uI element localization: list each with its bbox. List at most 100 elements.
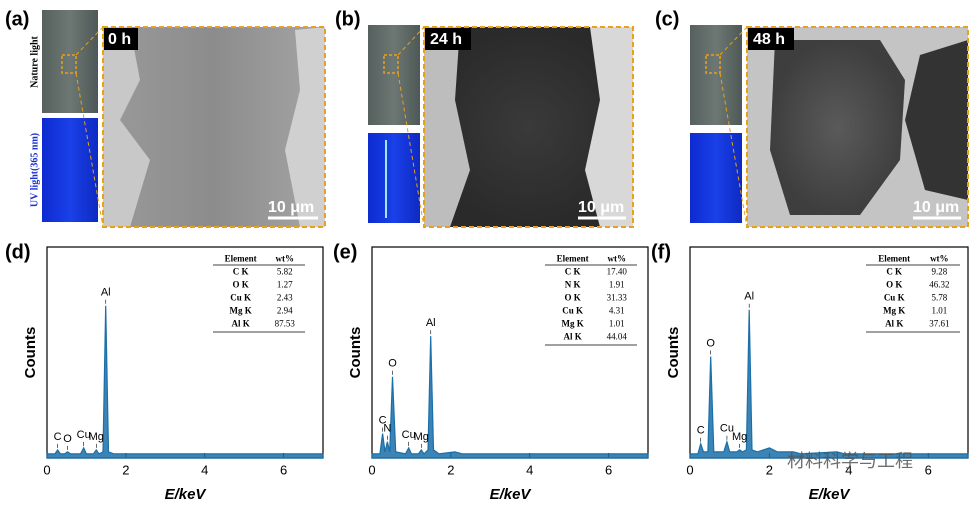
- peak-label: O: [63, 433, 72, 445]
- spectrum: [371, 336, 649, 459]
- sem-texture: [770, 40, 905, 215]
- panel-label: (c): [655, 8, 679, 30]
- x-axis-label: E/keV: [809, 486, 852, 503]
- peak-label: Cu: [402, 429, 416, 441]
- sem-texture: [424, 27, 470, 227]
- time-label: 24 h: [430, 31, 462, 48]
- table-cell: C K: [886, 267, 902, 277]
- peak-label: Al: [101, 287, 111, 299]
- panel-label: (f): [651, 241, 671, 263]
- table-header: wt%: [608, 254, 627, 264]
- table-cell: 2.43: [277, 293, 293, 303]
- x-tick-label: 4: [526, 462, 533, 477]
- table-header: wt%: [930, 254, 949, 264]
- x-tick-label: 2: [766, 462, 773, 477]
- scale-label: 10 μm: [578, 199, 624, 216]
- panel-b: (b) 24 h 10 μm: [335, 8, 634, 228]
- table-cell: N K: [565, 280, 581, 290]
- side-label: Nature light: [29, 35, 40, 87]
- x-tick-label: 6: [605, 462, 612, 477]
- table-cell: 1.27: [277, 280, 293, 290]
- zoom-line: [397, 26, 425, 56]
- table-cell: 1.01: [609, 319, 625, 329]
- peak-label: N: [383, 423, 391, 435]
- spectrum: [46, 305, 324, 459]
- peak-label: Al: [426, 317, 436, 329]
- peak-label: Mg: [732, 431, 747, 443]
- peak-label: O: [388, 358, 397, 370]
- peak-label: C: [697, 425, 705, 437]
- scale-label: 10 μm: [913, 199, 959, 216]
- x-tick-label: 0: [368, 462, 375, 477]
- panel-c: (c) 48 h 10 μm: [655, 8, 969, 228]
- photo-uv: [368, 133, 420, 223]
- zoom-line: [397, 72, 425, 228]
- table-cell: 1.01: [931, 306, 947, 316]
- y-axis-label: Counts: [665, 327, 682, 379]
- photo-uv: [42, 118, 98, 222]
- table-header: Element: [557, 254, 589, 264]
- time-label: 0 h: [108, 31, 131, 48]
- photo-uv: [690, 133, 742, 223]
- frame: [423, 26, 634, 228]
- x-tick-label: 0: [686, 462, 693, 477]
- frame: [102, 26, 326, 228]
- panel-label: (e): [333, 241, 357, 263]
- x-tick-label: 6: [925, 462, 932, 477]
- peak-label: Mg: [89, 431, 104, 443]
- y-axis-label: Counts: [22, 327, 39, 379]
- table-cell: 46.32: [929, 280, 949, 290]
- time-badge: [104, 28, 138, 50]
- table-cell: 44.04: [607, 332, 628, 342]
- table-cell: 17.40: [607, 267, 628, 277]
- table-cell: 1.91: [609, 280, 625, 290]
- frame: [746, 26, 969, 228]
- zoom-box: [61, 54, 77, 74]
- table-cell: Mg K: [229, 306, 251, 316]
- time-badge: [748, 28, 794, 50]
- spectrum: [689, 309, 969, 459]
- peak-label: Cu: [720, 423, 734, 435]
- time-label: 48 h: [753, 31, 785, 48]
- sem-texture: [285, 27, 325, 227]
- zoom-box: [383, 54, 399, 74]
- x-axis-label: E/keV: [490, 486, 533, 503]
- table-cell: 4.31: [609, 306, 625, 316]
- x-tick-label: 2: [122, 462, 129, 477]
- panel-a: (a) 0 h 10 μm Nature light UV light(365 …: [5, 8, 326, 228]
- table-cell: Cu K: [230, 293, 251, 303]
- sem-texture: [585, 27, 633, 227]
- table-cell: 5.82: [277, 267, 293, 277]
- sem-image: [103, 27, 325, 227]
- peak-label: Cu: [77, 429, 91, 441]
- plot-frame: [371, 246, 649, 459]
- x-tick-label: 6: [280, 462, 287, 477]
- x-tick-label: 4: [201, 462, 208, 477]
- time-badge: [425, 28, 471, 50]
- x-tick-label: 4: [845, 462, 852, 477]
- table-cell: 37.61: [929, 319, 949, 329]
- table-cell: O K: [232, 280, 248, 290]
- table-cell: Al K: [885, 319, 903, 329]
- table-cell: O K: [886, 280, 902, 290]
- table-cell: 2.94: [277, 306, 293, 316]
- photo-nature: [690, 25, 742, 125]
- peak-label: Al: [744, 291, 754, 303]
- side-label: UV light(365 nm): [29, 133, 40, 207]
- panel-label: (b): [335, 8, 361, 30]
- x-tick-label: 2: [447, 462, 454, 477]
- table-header: Element: [878, 254, 910, 264]
- panel-label: (d): [5, 241, 31, 263]
- table-cell: C K: [233, 267, 249, 277]
- table-cell: 87.53: [275, 319, 296, 329]
- peak-label: C: [379, 415, 387, 427]
- scale-label: 10 μm: [268, 199, 314, 216]
- table-header: Element: [225, 254, 257, 264]
- table-cell: Mg K: [883, 306, 905, 316]
- table-cell: Mg K: [561, 319, 583, 329]
- table-cell: O K: [564, 293, 580, 303]
- zoom-line: [719, 72, 748, 228]
- photo-nature: [368, 25, 420, 125]
- watermark: 材料科学与工程: [787, 451, 913, 472]
- table-cell: Al K: [231, 319, 249, 329]
